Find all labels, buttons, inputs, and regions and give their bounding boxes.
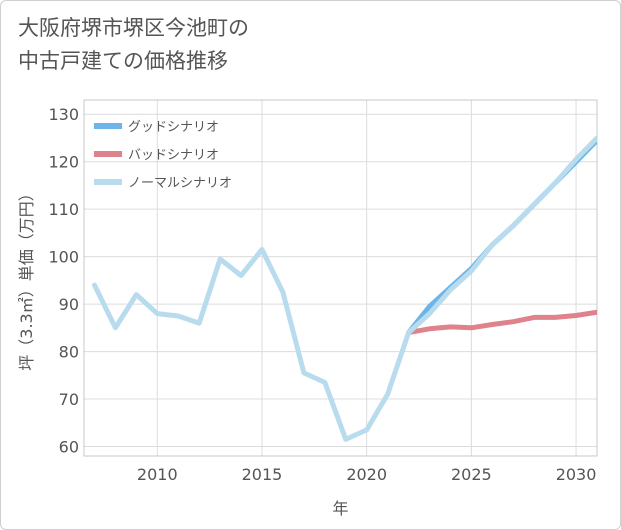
plot-area — [83, 99, 598, 457]
x-tick-label: 2030 — [556, 465, 597, 484]
x-tick-label: 2020 — [346, 465, 387, 484]
legend-label-0: グッドシナリオ — [128, 120, 219, 135]
y-tick-label: 110 — [48, 200, 79, 219]
legend-swatch-0 — [94, 123, 122, 129]
x-tick-label: 2015 — [242, 465, 283, 484]
y-tick-label: 60 — [59, 438, 79, 457]
series-line-2 — [92, 135, 597, 442]
y-tick-label: 130 — [48, 105, 79, 124]
series-layer — [92, 135, 597, 442]
y-tick-label: 100 — [48, 248, 79, 267]
axis-ticks: 60 70 80 90 100 110 120 130 2010 2015 2020 2025 2030 — [48, 105, 596, 484]
legend-swatch-2 — [94, 179, 122, 185]
y-axis-label: 坪（3.3㎡）単価（万円） — [17, 185, 36, 370]
y-tick-label: 80 — [59, 343, 79, 362]
legend-label-1: バッドシナリオ — [128, 148, 219, 163]
chart-title-line-1: 大阪府堺市堺区今池町の — [18, 16, 249, 40]
chart-title-line-2: 中古戸建ての価格推移 — [18, 49, 228, 73]
x-tick-label: 2025 — [451, 465, 492, 484]
y-tick-label: 70 — [59, 390, 79, 409]
x-tick-label: 2010 — [137, 465, 178, 484]
legend-swatch-1 — [94, 151, 122, 157]
series-line-1 — [406, 309, 597, 336]
x-axis-label: 年 — [332, 499, 348, 518]
grid-lines — [84, 100, 597, 456]
legend-label-2: ノーマルシナリオ — [128, 176, 232, 191]
y-tick-label: 120 — [48, 153, 79, 172]
chart-title: 大阪府堺市堺区今池町の 中古戸建ての価格推移 — [18, 12, 249, 78]
y-tick-label: 90 — [59, 295, 79, 314]
